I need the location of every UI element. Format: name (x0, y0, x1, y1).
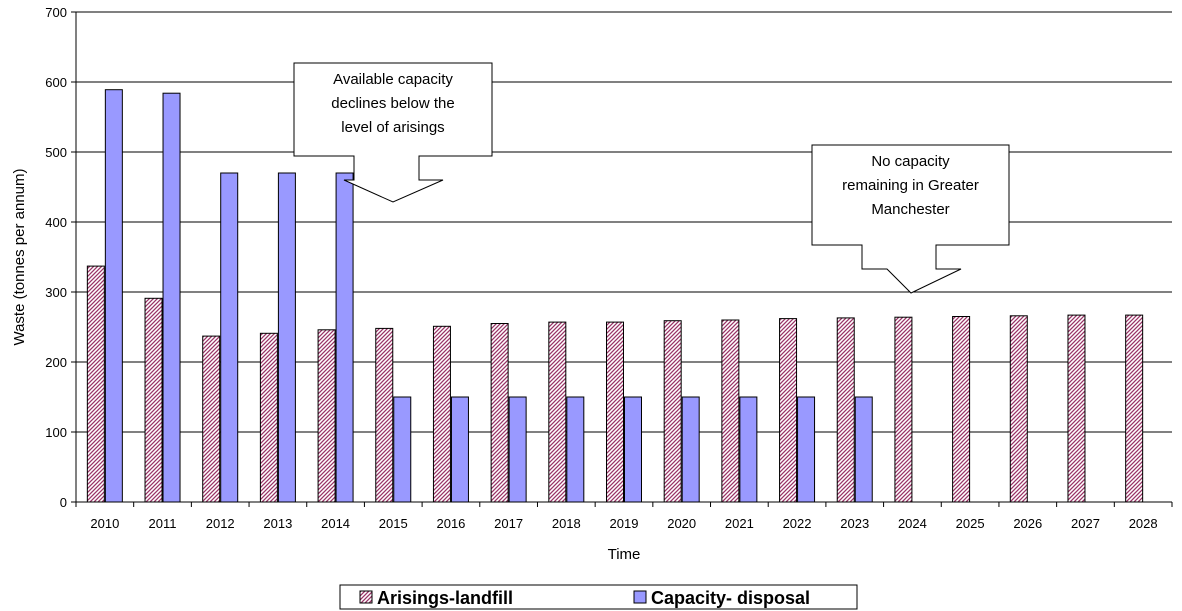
bar-capacity-disposal (508, 396, 527, 503)
callout-shape (811, 144, 1010, 294)
x-tick-label: 2027 (1071, 516, 1100, 531)
bar-arisings-landfill (259, 332, 278, 503)
bar-capacity-disposal (566, 396, 585, 503)
bar-capacity-disposal (739, 396, 758, 503)
bar-arisings-landfill (836, 317, 855, 503)
legend-label: Arisings-landfill (377, 588, 513, 608)
y-tick-label: 0 (60, 495, 67, 510)
y-tick-label: 300 (45, 285, 67, 300)
bar-arisings-landfill (317, 329, 336, 503)
callout-text-line: Manchester (871, 201, 949, 218)
callout-text-line: remaining in Greater (842, 177, 979, 194)
y-axis-title: Waste (tonnes per annum) (11, 168, 28, 345)
x-tick-label: 2026 (1013, 516, 1042, 531)
y-tick-label: 700 (45, 5, 67, 20)
x-tick-label: 2020 (667, 516, 696, 531)
bar-capacity-disposal (797, 396, 816, 503)
bar-capacity-disposal (681, 396, 700, 503)
bar-arisings-landfill (894, 316, 913, 503)
x-tick-label: 2025 (956, 516, 985, 531)
bar-capacity-disposal (162, 92, 181, 503)
legend-label: Capacity- disposal (651, 588, 810, 608)
bar-arisings-landfill (144, 297, 163, 503)
x-tick-label: 2024 (898, 516, 927, 531)
callout-text-line: Available capacity (333, 71, 453, 88)
annotations: Available capacity declines below the leve… (293, 62, 1010, 294)
callout-text-line: level of arisings (341, 119, 444, 136)
y-tick-label: 400 (45, 215, 67, 230)
bar-series (86, 89, 1144, 503)
x-tick-label: 2022 (783, 516, 812, 531)
x-tick-label: 2011 (149, 516, 177, 531)
bar-capacity-disposal (335, 172, 354, 503)
y-axis: 0 100 200 300 400 500 600 700 (45, 5, 77, 510)
bar-capacity-disposal (104, 89, 123, 503)
bar-arisings-landfill (779, 318, 798, 503)
gridlines (76, 11, 1172, 433)
x-tick-label: 2023 (840, 516, 869, 531)
legend: Arisings-landfill Capacity- disposal (339, 584, 858, 610)
bar-arisings-landfill (1067, 314, 1086, 503)
bar-arisings-landfill (375, 327, 394, 503)
legend-swatch-arisings (359, 590, 373, 604)
callout-shape (293, 62, 493, 203)
bar-arisings-landfill (86, 265, 105, 503)
bar-capacity-disposal (393, 396, 412, 503)
bar-arisings-landfill (952, 316, 971, 503)
y-tick-label: 500 (45, 145, 67, 160)
x-tick-label: 2012 (206, 516, 235, 531)
bar-arisings-landfill (490, 323, 509, 503)
legend-swatch-capacity (633, 590, 647, 604)
legend-box (339, 584, 858, 610)
x-tick-label: 2014 (321, 516, 350, 531)
bar-arisings-landfill (202, 335, 221, 503)
bar-arisings-landfill (663, 320, 682, 503)
y-tick-label: 100 (45, 425, 67, 440)
bar-arisings-landfill (721, 319, 740, 503)
x-axis-title: Time (608, 546, 641, 563)
callout-text-line: No capacity (871, 153, 950, 170)
x-tick-label: 2013 (263, 516, 292, 531)
callout-box: No capacity remaining in Greater Mancheste… (811, 144, 1010, 294)
bar-capacity-disposal (220, 172, 239, 503)
x-tick-label: 2028 (1129, 516, 1158, 531)
x-tick-label: 2019 (610, 516, 639, 531)
y-tick-label: 200 (45, 355, 67, 370)
bar-capacity-disposal (450, 396, 469, 503)
bar-capacity-disposal (624, 396, 642, 503)
bar-arisings-landfill (606, 321, 624, 503)
x-tick-label: 2021 (725, 516, 754, 531)
x-tick-label: 2015 (379, 516, 408, 531)
x-tick-label: 2010 (90, 516, 119, 531)
callout-text-line: declines below the (331, 95, 454, 112)
bar-capacity-disposal (277, 172, 296, 503)
x-tick-label: 2016 (436, 516, 465, 531)
bar-capacity-disposal (854, 396, 873, 503)
x-tick-label: 2018 (552, 516, 581, 531)
bar-arisings-landfill (1009, 315, 1028, 503)
callout-box: Available capacity declines below the leve… (293, 62, 493, 203)
bar-arisings-landfill (548, 321, 567, 503)
bar-arisings-landfill (432, 325, 451, 503)
x-axis: 2010 2011 2012 2013 2014 2015 2016 2017 2018 2019… (75, 501, 1173, 531)
x-tick-label: 2017 (494, 516, 523, 531)
bar-arisings-landfill (1125, 314, 1144, 503)
y-tick-label: 600 (45, 75, 67, 90)
